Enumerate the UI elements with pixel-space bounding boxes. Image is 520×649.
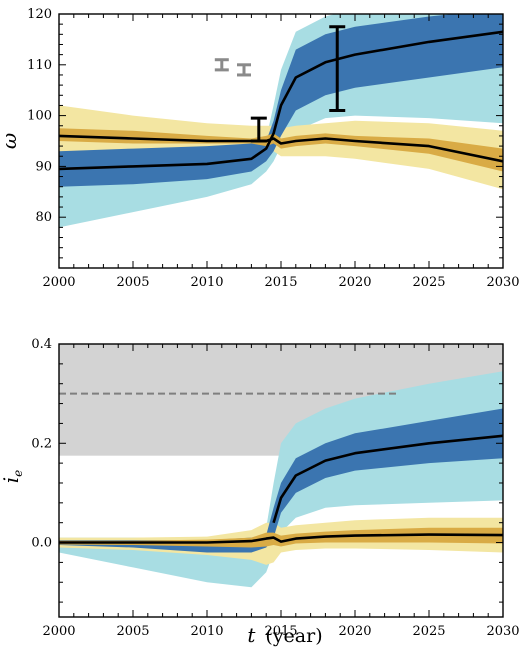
inclination-y-tick-label: 0.2 xyxy=(31,436,52,451)
omega-error-bar-2 xyxy=(250,116,267,143)
omega-plot-area xyxy=(59,14,503,228)
omega-blue-inner-band xyxy=(59,14,503,187)
time-axis-label: t (year) xyxy=(247,623,322,647)
inclination-x-tick-label: 2015 xyxy=(264,624,297,639)
time-axis-symbol: t xyxy=(247,623,256,647)
inclination-blue-median-line xyxy=(272,434,503,524)
inclination-x-tick-label: 2010 xyxy=(190,624,223,639)
inclination-y-tick-label: 0.4 xyxy=(31,337,52,352)
omega-x-tick-label: 2015 xyxy=(264,275,297,290)
omega-x-tick-label: 2010 xyxy=(190,275,223,290)
inclination-blue-outer-band xyxy=(59,371,503,588)
inclination-x-tick-label: 2030 xyxy=(486,624,519,639)
inclination-plot-area xyxy=(59,344,503,588)
omega-blue-median-line xyxy=(59,30,503,171)
inclination-axis-label: ie xyxy=(0,470,25,484)
inclination-x-tick-label: 2005 xyxy=(116,624,149,639)
inclination-x-tick-label: 2000 xyxy=(42,624,75,639)
inclination-axis-subscript: e xyxy=(11,470,25,477)
inclination-panel: 2000 2005 2010 2015 2020 2025 2030 0.0 0.2 0.4 xyxy=(31,337,519,639)
inclination-yellow-median-line xyxy=(59,533,503,544)
omega-y-tick-label: 100 xyxy=(27,109,52,124)
inclination-axis-symbol: i xyxy=(0,477,23,483)
inclination-blue-inner-band xyxy=(59,408,503,553)
omega-x-tick-label: 2025 xyxy=(412,275,445,290)
omega-yellow-median-line xyxy=(59,134,503,163)
omega-y-tick-label: 120 xyxy=(27,7,52,22)
omega-axis-label: ω xyxy=(0,133,21,149)
omega-x-tick-label: 2000 xyxy=(42,275,75,290)
omega-error-bar-0 xyxy=(214,58,229,72)
omega-x-tick-label: 2005 xyxy=(116,275,149,290)
inclination-y-tick-label: 0.0 xyxy=(31,536,52,551)
inclination-x-tick-label: 2025 xyxy=(412,624,445,639)
time-axis-unit: (year) xyxy=(265,625,322,647)
omega-x-tick-label: 2020 xyxy=(338,275,371,290)
omega-y-tick-label: 110 xyxy=(27,58,52,73)
omega-error-bar-1 xyxy=(237,63,251,77)
omega-panel: 2000 2005 2010 2015 2020 2025 2030 80 90 100 110 12… xyxy=(27,7,519,290)
omega-y-tick-label: 80 xyxy=(35,210,52,225)
omega-x-tick-label: 2030 xyxy=(486,275,519,290)
omega-y-tick-label: 90 xyxy=(35,159,52,174)
inclination-x-tick-label: 2020 xyxy=(338,624,371,639)
omega-error-bar-3 xyxy=(329,25,346,113)
